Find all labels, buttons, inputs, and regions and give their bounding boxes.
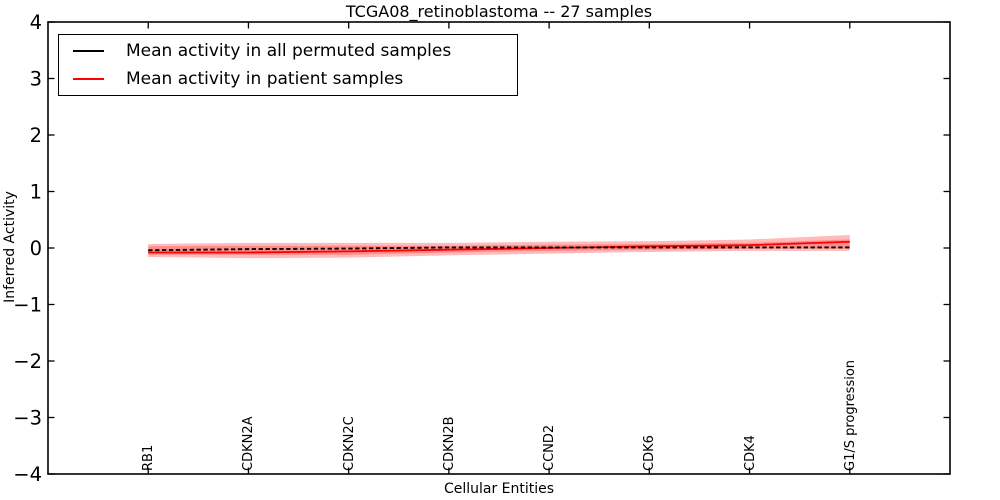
legend-entry-patient: Mean activity in patient samples [59,66,517,92]
legend-label-permuted: Mean activity in all permuted samples [126,40,452,61]
y-tick-label: −4 [13,463,42,486]
y-tick-label: 1 [30,181,42,204]
x-tick-label: RB1 [141,444,157,471]
patient-line-swatch-icon [73,78,104,81]
x-axis-label: Cellular Entities [443,481,555,497]
legend-label-patient: Mean activity in patient samples [126,69,404,90]
permuted-line-swatch-icon [73,49,104,52]
x-tick-label: CDK6 [642,435,658,471]
chart-title: TCGA08_retinoblastoma -- 27 samples [345,2,653,21]
x-tick-label: CCND2 [542,424,558,471]
legend-entry-permuted: Mean activity in all permuted samples [59,38,517,64]
y-tick-label: 2 [30,124,42,147]
y-axis-label: Inferred Activity [2,191,18,303]
legend: Mean activity in all permuted samples Me… [58,34,518,96]
x-tick-label: CDK4 [742,435,758,471]
x-tick-label: G1/S progression [842,359,858,471]
y-tick-label: −2 [13,350,42,373]
y-tick-label: 0 [30,237,42,260]
y-tick-label: −1 [13,294,42,317]
x-tick-label: CDKN2C [341,416,357,471]
x-tick-label: CDKN2B [441,416,457,471]
series-line-patient [148,240,850,254]
y-tick-label: 3 [30,68,42,91]
y-tick-label: 4 [30,11,42,34]
y-tick-label: −3 [13,407,42,430]
x-tick-label: CDKN2A [241,416,257,471]
